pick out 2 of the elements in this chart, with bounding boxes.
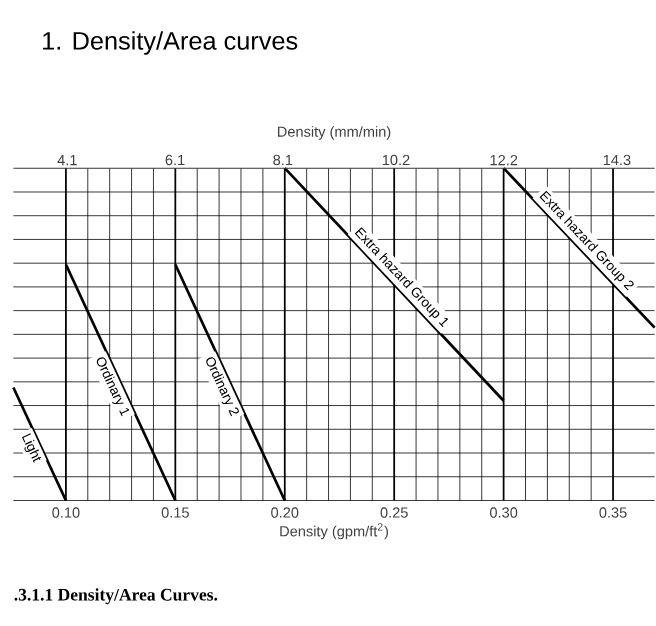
chart-title: 1. Density/Area curves: [43, 31, 298, 55]
text: .3.1.1 Density/Area Curves.: [14, 588, 218, 605]
